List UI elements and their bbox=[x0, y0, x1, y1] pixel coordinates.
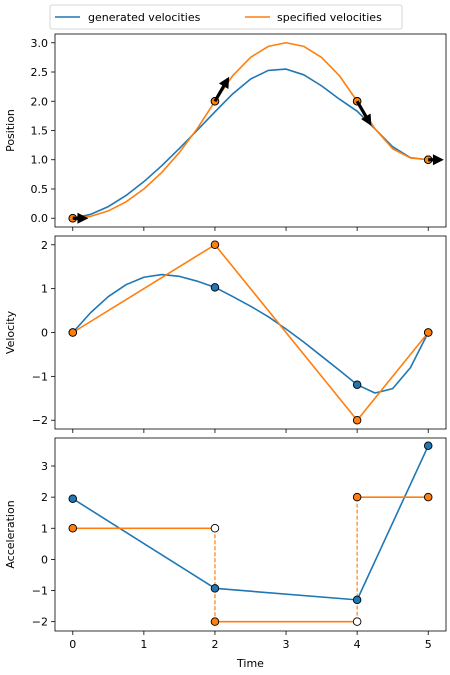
panel-3: −2 −1 0 1 2 3 0 1 2 3 4 5 Acceleration Time bbox=[4, 437, 447, 670]
series-line-generated bbox=[72, 445, 429, 601]
axes-frame bbox=[54, 235, 447, 430]
y-tick-label: 2.5 bbox=[31, 66, 49, 79]
open-marker-specified bbox=[352, 617, 362, 626]
y-tick-label: 0 bbox=[41, 327, 48, 340]
y-tick-label: 3.0 bbox=[31, 37, 49, 50]
open-marker-specified bbox=[210, 524, 220, 533]
y-tick-label: 1.0 bbox=[31, 154, 49, 167]
x-tick-label: 0 bbox=[69, 638, 76, 651]
point-marker-generated bbox=[423, 441, 433, 451]
x-tick-label: 1 bbox=[140, 638, 147, 651]
series-line-specified bbox=[72, 41, 429, 220]
series-line-generated bbox=[72, 68, 429, 220]
x-tick-label: 5 bbox=[425, 638, 432, 651]
point-marker-specified bbox=[352, 415, 362, 425]
point-marker-generated bbox=[210, 283, 220, 292]
y-tick-label: 2 bbox=[41, 491, 48, 504]
point-marker-generated bbox=[352, 595, 362, 605]
panel-1: 0.0 0.5 1.0 1.5 2.0 2.5 3.0 Position bbox=[4, 33, 447, 231]
panel-2: −2 −1 0 1 2 Velocity bbox=[4, 235, 447, 433]
point-marker-specified bbox=[210, 240, 220, 250]
y-tick-label: 1.5 bbox=[31, 125, 49, 138]
velocity-arrow bbox=[355, 100, 372, 126]
legend-label-specified: specified velocities bbox=[277, 11, 382, 24]
y-axis-label: Acceleration bbox=[4, 500, 17, 568]
point-marker-generated bbox=[210, 584, 220, 593]
point-marker-specified bbox=[68, 328, 78, 337]
y-tick-label: −2 bbox=[32, 414, 48, 427]
x-tick-label: 3 bbox=[283, 638, 290, 651]
legend-frame bbox=[49, 4, 403, 30]
axes-frame bbox=[54, 33, 447, 228]
x-tick-label: 4 bbox=[354, 638, 361, 651]
panels: 0.0 0.5 1.0 1.5 2.0 2.5 3.0 Position −2 −1 0 1 2 Velo… bbox=[4, 33, 447, 670]
series-line-specified bbox=[72, 243, 429, 422]
point-marker-specified bbox=[352, 492, 362, 502]
y-tick-label: 1 bbox=[41, 283, 48, 296]
series-line-generated bbox=[72, 273, 429, 394]
velocity-arrow bbox=[428, 154, 444, 166]
point-marker-specified bbox=[423, 492, 433, 502]
y-tick-label: 0.5 bbox=[31, 183, 49, 196]
legend: generated velocities specified velocitie… bbox=[49, 4, 403, 30]
plot-area bbox=[68, 441, 433, 626]
y-axis-label: Velocity bbox=[4, 310, 17, 354]
x-tick-label: 2 bbox=[211, 638, 218, 651]
point-marker-specified bbox=[68, 524, 78, 533]
velocity-arrow bbox=[72, 212, 89, 224]
y-tick-label: 3 bbox=[41, 460, 48, 473]
y-tick-label: 0.0 bbox=[31, 212, 49, 225]
y-tick-label: −1 bbox=[32, 370, 48, 383]
y-tick-label: 2 bbox=[41, 239, 48, 252]
plot-area bbox=[68, 41, 433, 223]
point-marker-specified bbox=[423, 328, 433, 337]
velocity-arrow bbox=[213, 76, 230, 103]
point-marker-generated bbox=[68, 494, 78, 503]
y-tick-label: 0 bbox=[41, 553, 48, 566]
point-marker-specified bbox=[210, 617, 220, 626]
x-axis-label: Time bbox=[236, 657, 264, 670]
y-tick-label: −2 bbox=[32, 616, 48, 629]
y-axis-label: Position bbox=[4, 109, 17, 152]
point-marker-generated bbox=[352, 380, 362, 389]
y-tick-label: 2.0 bbox=[31, 95, 49, 108]
axes-frame bbox=[54, 437, 447, 632]
y-tick-label: 1 bbox=[41, 522, 48, 535]
plot-area bbox=[68, 240, 433, 425]
legend-label-generated: generated velocities bbox=[88, 11, 201, 24]
y-tick-label: −1 bbox=[32, 585, 48, 598]
